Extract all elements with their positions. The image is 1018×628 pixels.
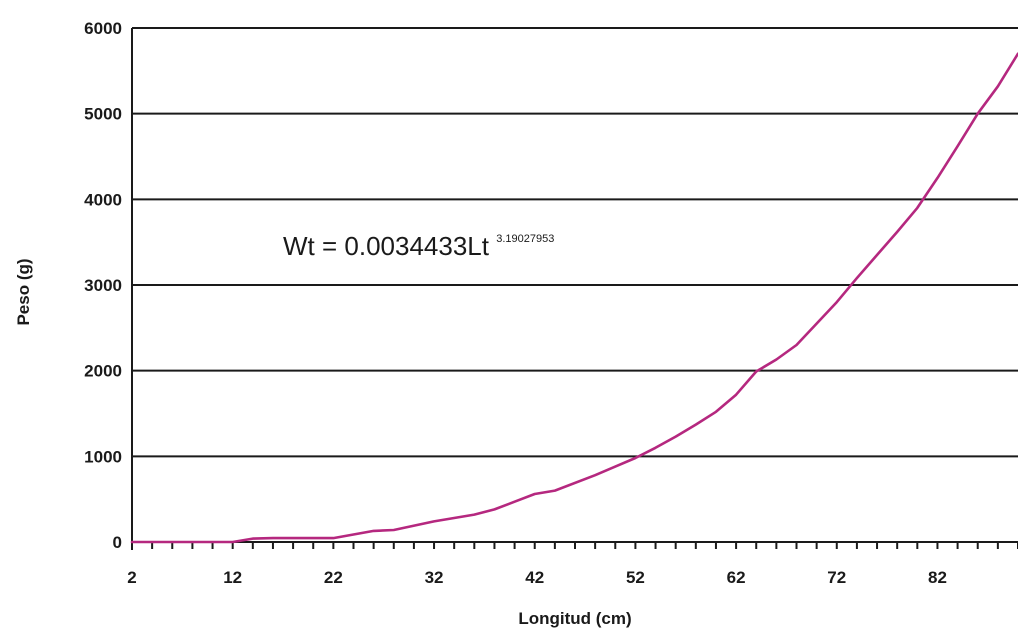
y-tick-label-6000: 6000 (84, 19, 122, 38)
equation-text: Wt = 0.0034433Lt (283, 231, 490, 261)
x-tick-label-42: 42 (525, 568, 544, 587)
x-tick-label-22: 22 (324, 568, 343, 587)
x-axis-label: Longitud (cm) (518, 609, 631, 628)
y-tick-labels: 0 1000 2000 3000 4000 5000 6000 (84, 19, 122, 552)
data-series (130, 52, 1018, 544)
x-tick-label-62: 62 (727, 568, 746, 587)
y-tick-label-1000: 1000 (84, 447, 122, 466)
y-tick-label-5000: 5000 (84, 105, 122, 124)
y-tick-label-0: 0 (113, 533, 122, 552)
y-tick-label-4000: 4000 (84, 190, 122, 209)
x-tick-label-52: 52 (626, 568, 645, 587)
axes (131, 28, 1018, 550)
y-tick-label-2000: 2000 (84, 362, 122, 381)
x-tick-label-12: 12 (223, 568, 242, 587)
x-tick-label-82: 82 (928, 568, 947, 587)
equation-exponent: 3.19027953 (496, 233, 554, 245)
x-tick-labels: 2 12 22 32 42 52 62 72 82 (127, 568, 947, 587)
equation-annotation: Wt = 0.0034433Lt 3.19027953 (283, 231, 554, 261)
y-tick-label-3000: 3000 (84, 276, 122, 295)
series-line-0 (130, 52, 1018, 544)
gridlines (132, 27, 1018, 458)
x-tick-label-2: 2 (127, 568, 136, 587)
y-axis-label: Peso (g) (14, 258, 33, 325)
x-tick-label-32: 32 (425, 568, 444, 587)
x-tick-label-72: 72 (827, 568, 846, 587)
